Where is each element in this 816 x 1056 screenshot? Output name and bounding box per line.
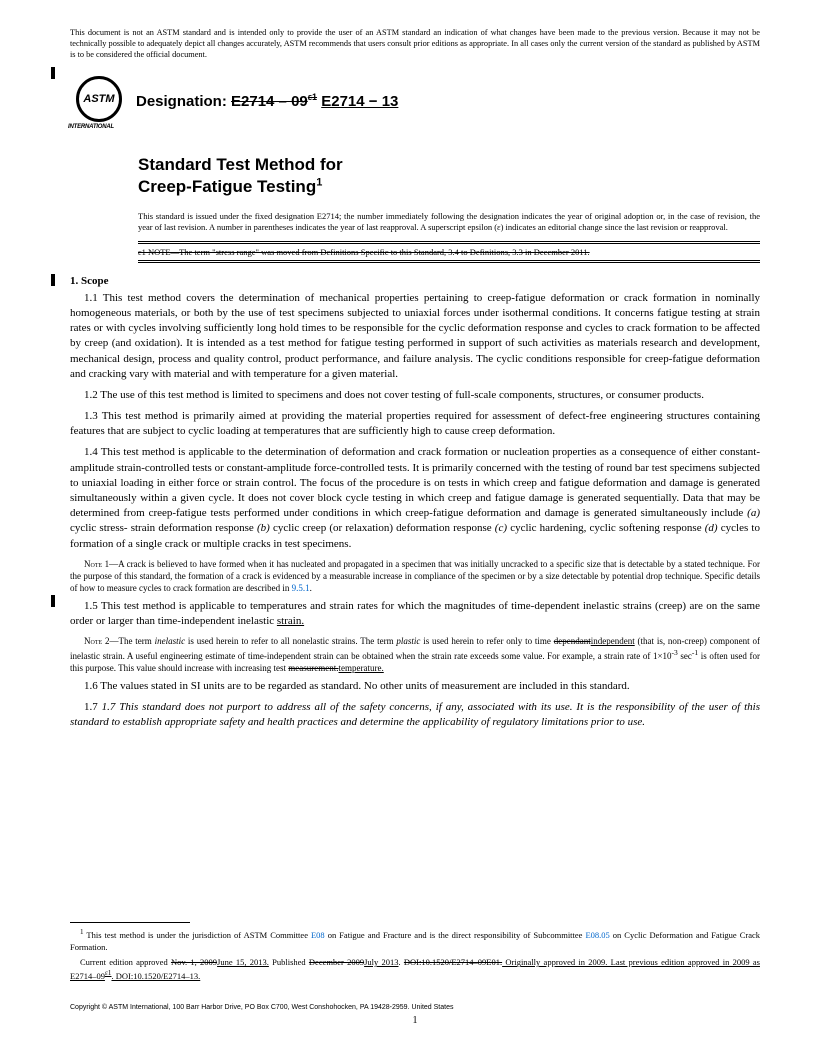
epsilon-note: ε1 NOTE—The term "stress range" was move… xyxy=(138,247,760,257)
p14-ib: (b) xyxy=(257,522,270,534)
p14-text: 1.4 This test method is applicable to th… xyxy=(70,446,760,519)
fn1b: on Fatigue and Fracture and is the direc… xyxy=(325,930,586,940)
redline-marker xyxy=(51,595,55,607)
footnote-1: 1 This test method is under the jurisdic… xyxy=(70,928,760,953)
para-1-3: 1.3 This test method is primarily aimed … xyxy=(70,409,760,439)
standard-title: Standard Test Method for Creep-Fatigue T… xyxy=(138,154,760,197)
designation-old: E2714 – 09 xyxy=(231,93,308,110)
title-line1: Standard Test Method for xyxy=(138,155,343,174)
para-1-4: 1.4 This test method is applicable to th… xyxy=(70,445,760,551)
fn2-old1: Nov. 1, 2009 xyxy=(171,957,217,967)
p14-id: (d) xyxy=(705,522,718,534)
fn2-new2: July 2013 xyxy=(364,957,398,967)
fn2-doi-old: DOI:10.1520/E2714–09E01. xyxy=(404,957,502,967)
logo-international: INTERNATIONAL xyxy=(68,124,114,130)
fn2b: Published xyxy=(269,957,309,967)
p15-strain: strain. xyxy=(277,615,304,627)
p15-text: 1.5 This test method is applicable to te… xyxy=(70,600,760,627)
fn2-old2: December 2009 xyxy=(309,957,364,967)
p14-c2: cyclic hardening, cyclic softening respo… xyxy=(507,522,705,534)
title-sup: 1 xyxy=(316,176,322,188)
astm-logo: ASTM INTERNATIONAL xyxy=(70,74,124,128)
para-1-7: 1.7 1.7 This standard does not purport t… xyxy=(70,700,760,730)
n2-inel: inelastic xyxy=(155,636,186,646)
fn1-link2[interactable]: E08.05 xyxy=(585,930,609,940)
note1-link[interactable]: 9.5.1 xyxy=(292,583,310,593)
n2e: sec xyxy=(678,651,692,661)
header-row: ASTM INTERNATIONAL Designation: E2714 – … xyxy=(70,74,760,128)
footer-area: 1 This test method is under the jurisdic… xyxy=(70,922,760,1026)
copyright: Copyright © ASTM International, 100 Barr… xyxy=(70,1004,760,1011)
p14-b2: cyclic creep (or relaxation) deformation… xyxy=(270,522,495,534)
footnote-separator xyxy=(70,922,190,923)
fn2-new1: June 15, 2013. xyxy=(217,957,269,967)
redline-marker xyxy=(51,67,55,79)
para-1-2: 1.2 The use of this test method is limit… xyxy=(70,388,760,403)
page-number: 1 xyxy=(70,1015,760,1026)
fn1a: This test method is under the jurisdicti… xyxy=(84,930,311,940)
epsilon-note-box: ε1 NOTE—The term "stress range" was move… xyxy=(138,243,760,261)
designation-new: E2714 − 13 xyxy=(321,93,398,110)
n2b: is used herein to refer to all nonelasti… xyxy=(185,636,396,646)
p14-ia: (a) xyxy=(747,507,760,519)
scope-heading: 1. Scope xyxy=(70,275,760,287)
p14-ic: (c) xyxy=(495,522,507,534)
para-1-6: 1.6 The values stated in SI units are to… xyxy=(70,679,760,694)
footnote-2: Current edition approved Nov. 1, 2009Jun… xyxy=(70,957,760,982)
fn1-link1[interactable]: E08 xyxy=(311,930,325,940)
disclaimer-text: This document is not an ASTM standard an… xyxy=(70,28,760,60)
n2a: The term xyxy=(118,636,154,646)
designation-old-eps: ε1 xyxy=(308,92,317,102)
note1-label: Note 1— xyxy=(84,559,118,569)
note1-text: A crack is believed to have formed when … xyxy=(70,559,760,593)
n2-indep: independent xyxy=(591,636,635,646)
designation-label: Designation: xyxy=(136,93,227,110)
note-2: Note 2—The term inelastic is used herein… xyxy=(70,635,760,673)
note2-label: Note 2— xyxy=(84,636,118,646)
page: This document is not an ASTM standard an… xyxy=(0,0,816,1056)
n2c: is used herein to refer only to time xyxy=(420,636,553,646)
p14-a2: cyclic stress- strain deformation respon… xyxy=(70,522,257,534)
title-block: Standard Test Method for Creep-Fatigue T… xyxy=(138,154,760,197)
designation: Designation: E2714 – 09ε1 E2714 − 13 xyxy=(136,92,398,110)
n2-dep: dependant xyxy=(554,636,591,646)
n2-temp: temperature. xyxy=(339,663,384,673)
title-line2: Creep-Fatigue Testing xyxy=(138,177,316,196)
fn2e: . DOI:10.1520/E2714–13. xyxy=(111,971,200,981)
logo-circle: ASTM xyxy=(76,76,122,122)
para-1-5: 1.5 This test method is applicable to te… xyxy=(70,599,760,629)
fn2a: Current edition approved xyxy=(80,957,171,967)
n2-meas: measurement. xyxy=(288,663,338,673)
issue-note: This standard is issued under the fixed … xyxy=(138,211,760,233)
para-1-1: 1.1 This test method covers the determin… xyxy=(70,291,760,382)
note-1: Note 1—A crack is believed to have forme… xyxy=(70,558,760,594)
redline-marker xyxy=(51,274,55,286)
n2-plas: plastic xyxy=(396,636,420,646)
